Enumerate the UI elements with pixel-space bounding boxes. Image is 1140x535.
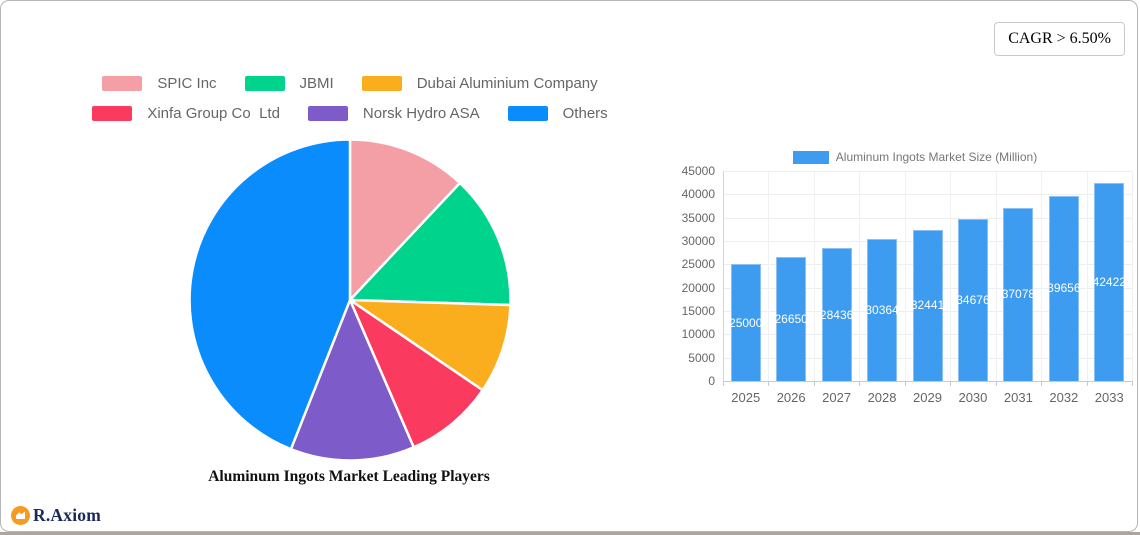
x-axis-tick-label: 2030 (958, 390, 988, 405)
x-axis-tick (1132, 381, 1133, 386)
bar-value-label: 34676 (956, 293, 990, 308)
bar-value-label: 39656 (1047, 281, 1081, 296)
legend-label: JBMI (299, 75, 334, 92)
gridline-x (1086, 171, 1088, 381)
gridline-x (904, 171, 906, 381)
legend-label: Dubai Aluminium Company (416, 75, 598, 92)
bar-legend-swatch (792, 150, 829, 164)
x-axis-tick-label: 2026 (776, 390, 806, 405)
legend-item-xinfa-group-co-ltd[interactable]: Xinfa Group Co Ltd (92, 105, 280, 122)
legend-swatch (244, 76, 285, 91)
x-axis-tick-label: 2025 (731, 390, 761, 405)
gridline-x (768, 171, 770, 381)
gridline-x (859, 171, 861, 381)
bar-value-label: 25000 (729, 315, 763, 330)
bar-2025[interactable] (730, 264, 761, 381)
bar-value-label: 30364 (865, 303, 899, 318)
bar-2028[interactable] (867, 239, 898, 381)
bar-2026[interactable] (776, 256, 807, 381)
y-axis-tick-label: 10000 (681, 327, 715, 342)
pie-slice-jbmi[interactable] (348, 181, 512, 307)
y-axis-tick-label: 45000 (681, 164, 715, 178)
cagr-badge: CAGR > 6.50% (994, 22, 1125, 56)
brand-name: R.Axiom (33, 505, 101, 525)
bar-value-label: 28436 (819, 307, 854, 322)
bar-chart: Aluminum Ingots Market Size (Million) 0 5… (682, 144, 1139, 408)
gridline-x (950, 171, 952, 381)
y-axis-tick-label: 25000 (681, 257, 715, 272)
x-axis-tick (859, 381, 861, 386)
gridline-x (723, 171, 724, 381)
x-axis-tick-label: 2031 (1003, 390, 1033, 405)
pie-legend: SPIC Inc JBMI Dubai Aluminium Company Xinfa… (59, 75, 641, 122)
legend-swatch (307, 106, 348, 121)
legend-item-spic-inc[interactable]: SPIC Inc (102, 75, 217, 92)
y-axis-tick-label: 35000 (681, 210, 715, 225)
pie-slice-spic-inc[interactable] (348, 138, 462, 302)
legend-swatch (92, 106, 133, 121)
gridline-x (1132, 171, 1133, 381)
pie-slice-xinfa-group-co-ltd[interactable] (348, 298, 484, 449)
x-axis-tick-label: 2029 (913, 390, 942, 405)
y-axis-tick-label: 0 (708, 374, 715, 388)
pie-slice-norsk-hydro-asa[interactable] (289, 298, 415, 462)
legend-label: SPIC Inc (157, 75, 217, 92)
x-axis-tick (1041, 381, 1043, 386)
y-axis-tick-label: 30000 (681, 234, 715, 248)
y-axis-tick-label: 5000 (688, 350, 715, 365)
x-axis-tick-label: 2033 (1094, 390, 1124, 405)
bar-2027[interactable] (821, 248, 852, 381)
growth-chart-icon (11, 506, 30, 525)
gridline-y (723, 381, 1132, 382)
bar-value-label: 32441 (910, 298, 945, 313)
legend-item-norsk-hydro-asa[interactable]: Norsk Hydro ASA (307, 105, 480, 122)
pie-slice-others[interactable] (188, 138, 352, 451)
y-axis-tick-label: 20000 (681, 280, 715, 295)
pie-chart (188, 138, 512, 462)
x-axis-tick-label: 2028 (867, 390, 897, 405)
legend-swatch (507, 106, 548, 121)
brand-logo: R.Axiom (11, 505, 101, 526)
bar-plot: 0 5000 10000 15000 20000 25000 30000 35000 40000… (682, 164, 1133, 405)
x-axis-tick-label: 2027 (822, 390, 852, 405)
bar-2030[interactable] (957, 219, 988, 381)
x-axis-tick (813, 381, 815, 386)
x-axis-tick (768, 381, 770, 386)
pie-title: Aluminum Ingots Market Leading Players (208, 468, 490, 485)
x-axis-tick (1086, 381, 1088, 386)
x-axis-tick (904, 381, 906, 386)
bar-legend-label: Aluminum Ingots Market Size (Million) (835, 150, 1038, 164)
legend-label: Others (562, 105, 608, 122)
bar-2032[interactable] (1048, 195, 1079, 381)
gridline-y (723, 217, 1132, 219)
x-axis-tick-label: 2032 (1049, 390, 1079, 405)
legend-item-dubai-aluminium-company[interactable]: Dubai Aluminium Company (361, 75, 598, 92)
legend-label: Norsk Hydro ASA (362, 105, 480, 122)
y-axis-tick-label: 40000 (681, 187, 715, 202)
pie-slice-dubai-aluminium-company[interactable] (348, 298, 512, 392)
bar-value-label: 42422 (1092, 275, 1126, 289)
gridline-x (813, 171, 815, 381)
legend-item-others[interactable]: Others (507, 105, 608, 122)
x-axis-tick (723, 381, 724, 386)
bar-value-label: 37078 (1001, 287, 1036, 302)
legend-swatch (102, 76, 143, 91)
bar-legend[interactable]: Aluminum Ingots Market Size (Million) (691, 150, 1139, 164)
y-axis-tick-label: 15000 (681, 304, 715, 318)
x-axis-tick (950, 381, 952, 386)
gridline-y (723, 171, 1132, 172)
bar-2033[interactable] (1094, 183, 1125, 381)
legend-item-jbmi[interactable]: JBMI (244, 75, 334, 92)
legend-swatch (361, 76, 402, 91)
x-axis-tick (995, 381, 997, 386)
gridline-x (1041, 171, 1043, 381)
gridline-y (723, 194, 1132, 196)
bottom-strip (0, 532, 1140, 535)
bar-2031[interactable] (1003, 207, 1034, 381)
bar-value-label: 26650 (774, 311, 808, 326)
bar-2029[interactable] (912, 229, 943, 381)
gridline-x (995, 171, 997, 381)
legend-label: Xinfa Group Co Ltd (147, 105, 280, 122)
